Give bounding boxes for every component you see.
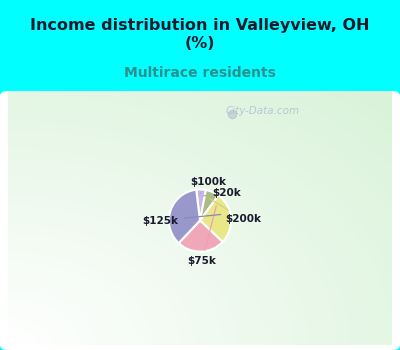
Wedge shape (169, 190, 200, 243)
Text: Multirace residents: Multirace residents (124, 66, 276, 80)
FancyBboxPatch shape (0, 91, 400, 350)
Text: $125k: $125k (143, 215, 221, 225)
Wedge shape (200, 195, 231, 242)
Text: $20k: $20k (203, 188, 241, 197)
Text: Income distribution in Valleyview, OH
(%): Income distribution in Valleyview, OH (%… (30, 18, 370, 51)
Text: $75k: $75k (188, 206, 216, 266)
Wedge shape (196, 189, 206, 220)
Text: $200k: $200k (210, 199, 262, 224)
Text: City-Data.com: City-Data.com (225, 106, 299, 116)
Text: $100k: $100k (190, 177, 226, 194)
Wedge shape (200, 190, 218, 220)
Wedge shape (179, 220, 222, 252)
